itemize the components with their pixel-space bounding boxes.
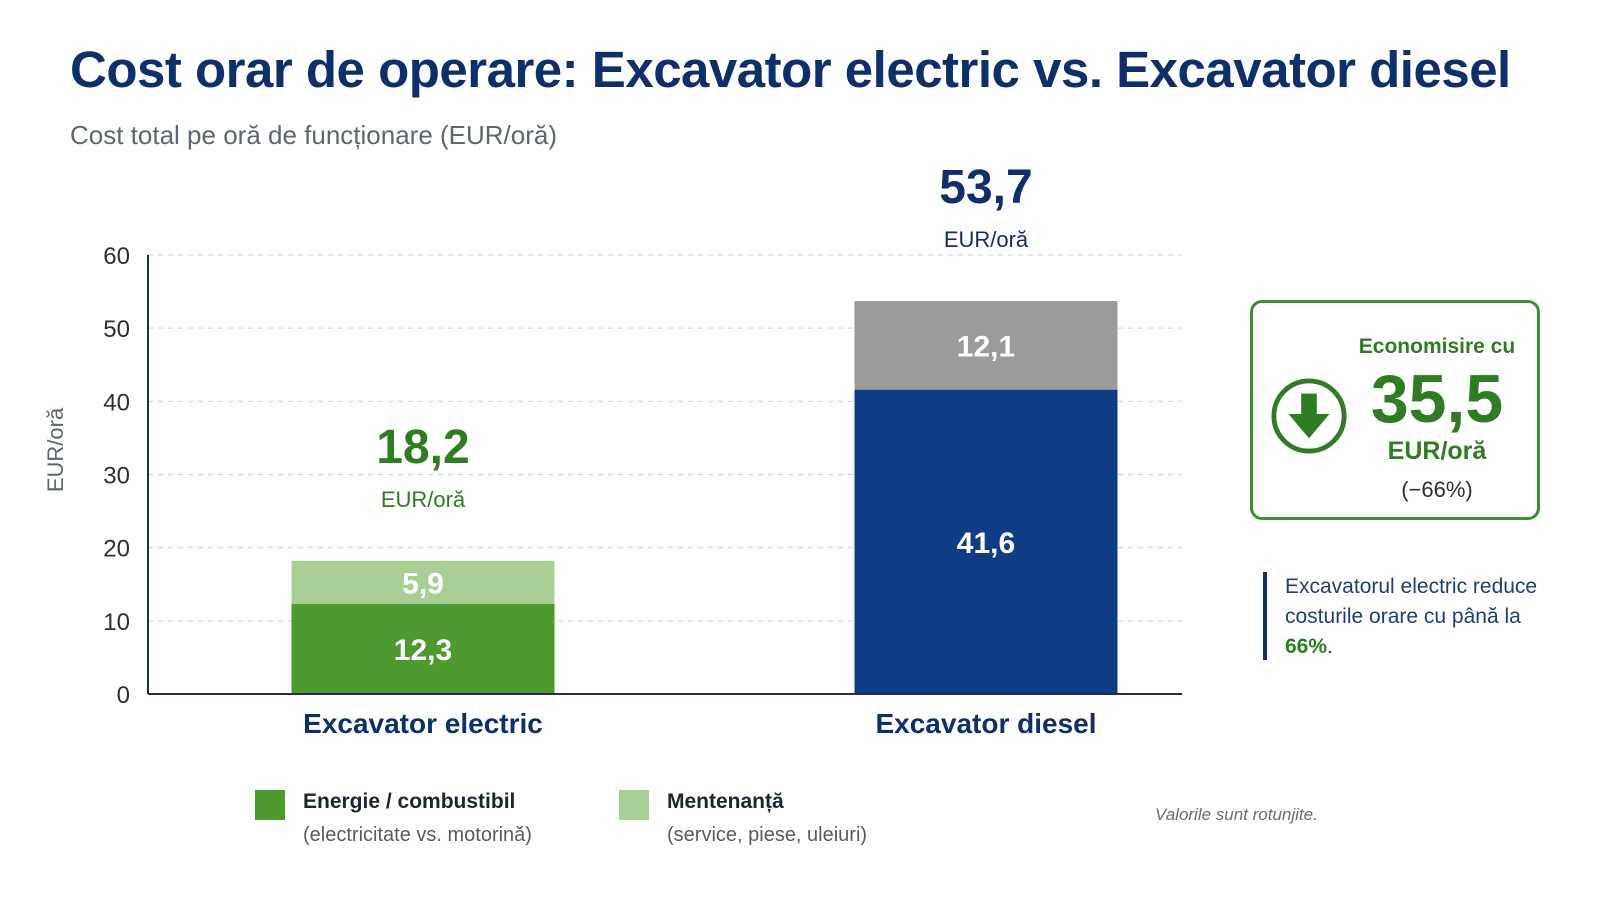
savings-value: 35,5 <box>1370 361 1504 437</box>
savings-box: Economisire cu 35,5 EUR/oră (−66%) <box>1250 300 1540 520</box>
x-category-label: Excavator electric <box>303 708 543 739</box>
bar-value-label: 12,1 <box>957 330 1015 363</box>
x-category-label: Excavator diesel <box>875 708 1096 739</box>
bar-segment-mentenanta-diesel <box>854 301 1118 390</box>
legend-label-mentenanta: Mentenanță <box>667 790 784 813</box>
page-title: Cost orar de operare: Excavator electric… <box>70 41 1511 98</box>
y-tick-label: 20 <box>103 536 130 563</box>
callout-accent-bar <box>1263 572 1267 660</box>
bar-value-label: 5,9 <box>402 567 444 600</box>
legend-swatch-mentenanta <box>619 790 649 820</box>
bar-value-label: 12,3 <box>394 634 452 667</box>
legend-label-energie: Energie / combustibil <box>303 790 516 813</box>
legend-desc-energie: (electricitate vs. motorină) <box>303 824 532 846</box>
arrow-down-circle-icon <box>1271 378 1347 454</box>
y-tick-label: 50 <box>103 316 130 343</box>
bar-total-value: 53,7 <box>939 161 1032 214</box>
legend-desc-mentenanta: (service, piese, uleiuri) <box>667 824 868 846</box>
y-tick-label: 30 <box>103 463 130 490</box>
legend-swatch-energie <box>255 790 285 820</box>
savings-unit: EUR/oră <box>1387 437 1487 465</box>
y-tick-label: 10 <box>103 609 130 636</box>
bar-segment-mentenanta-electric <box>291 560 555 605</box>
page-subtitle: Cost total pe oră de funcționare (EUR/or… <box>70 120 558 150</box>
y-tick-label: 0 <box>117 682 130 709</box>
bar-segment-energie-diesel <box>854 389 1118 694</box>
bar-labels: 12,3 5,9 18,2 EUR/oră Excavator electric 41,6… <box>303 161 1096 739</box>
callout-highlight: 66% <box>1285 635 1328 658</box>
savings-label: Economisire cu <box>1358 335 1516 358</box>
savings-percent: (−66%) <box>1401 477 1473 502</box>
callout-text-end: . <box>1327 635 1333 658</box>
bar-total-unit: EUR/oră <box>381 487 466 512</box>
y-axis-label: EUR/oră <box>43 407 68 492</box>
bar-total-unit: EUR/oră <box>944 227 1029 252</box>
stacked-bar-chart: 0 10 20 30 40 50 60 EUR/oră 12,3 5,9 18,2 EUR/oră… <box>43 161 1182 739</box>
y-tick-label: 40 <box>103 389 130 416</box>
bar-segment-energie-electric <box>291 604 555 694</box>
y-tick-label: 60 <box>103 243 130 270</box>
bar-value-label: 41,6 <box>957 527 1015 560</box>
y-axis-ticks: 0 10 20 30 40 50 60 <box>103 243 130 709</box>
bars <box>291 301 1118 694</box>
callout-text-start: Excavatorul electric reduce costurile or… <box>1285 575 1538 628</box>
callout-note: Excavatorul electric reduce costurile or… <box>1263 572 1563 660</box>
rounding-note: Valorile sunt rotunjite. <box>1155 805 1318 824</box>
bar-total-value: 18,2 <box>376 421 469 474</box>
callout-text: Excavatorul electric reduce costurile or… <box>1285 572 1565 662</box>
